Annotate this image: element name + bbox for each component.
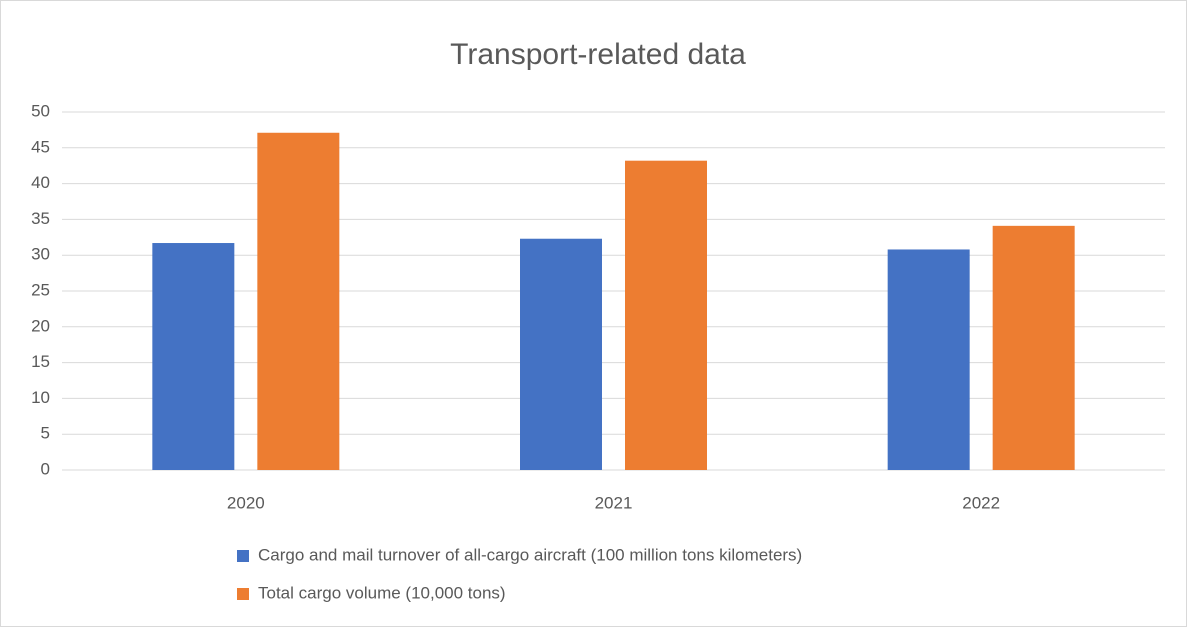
y-tick-label: 0 [41, 459, 50, 478]
bar [625, 160, 707, 471]
y-tick-label: 45 [31, 137, 50, 156]
y-tick-label: 25 [31, 280, 50, 299]
y-tick-label: 35 [31, 209, 50, 228]
chart-title: Transport-related data [450, 38, 746, 71]
x-tick-label: 2021 [595, 493, 633, 512]
x-tick-label: 2022 [962, 493, 1000, 512]
y-tick-label: 20 [31, 316, 50, 335]
bar [992, 225, 1075, 470]
y-tick-label: 50 [31, 101, 50, 120]
bar [520, 238, 602, 470]
bar [887, 249, 970, 470]
y-tick-label: 15 [31, 352, 50, 371]
y-tick-label: 5 [41, 424, 50, 443]
y-tick-label: 10 [31, 388, 50, 407]
y-tick-label: 30 [31, 245, 50, 264]
legend-swatch [237, 550, 249, 562]
legend-swatch [237, 588, 249, 600]
legend-label: Total cargo volume (10,000 tons) [258, 583, 506, 602]
legend-label: Cargo and mail turnover of all-cargo air… [258, 545, 802, 564]
x-tick-label: 2020 [227, 493, 265, 512]
bar [257, 132, 340, 471]
bar [152, 243, 235, 470]
y-tick-label: 40 [31, 173, 50, 192]
